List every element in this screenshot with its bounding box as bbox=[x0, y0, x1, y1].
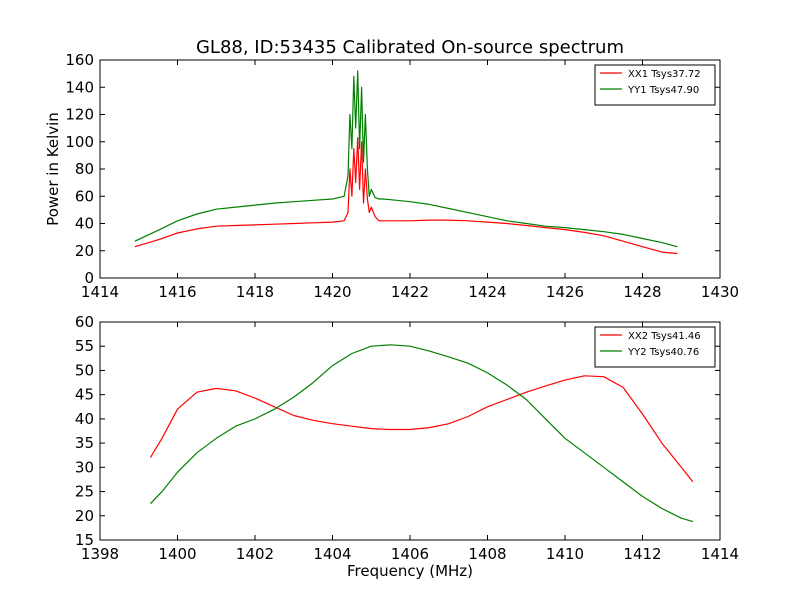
y-tick-label: 20 bbox=[75, 242, 94, 260]
x-tick-label: 1414 bbox=[701, 545, 739, 563]
y-tick-label: 35 bbox=[75, 434, 94, 452]
legend: XX1 Tsys37.72 YY1 Tsys47.90 bbox=[594, 64, 716, 106]
y-tick-label: 0 bbox=[84, 269, 94, 287]
x-tick-label: 1416 bbox=[158, 283, 196, 301]
x-tick-label: 1420 bbox=[313, 283, 351, 301]
y-tick-label: 50 bbox=[75, 361, 94, 379]
series-line-1 bbox=[134, 137, 678, 255]
y-axis-label: Power in Kelvin bbox=[44, 112, 62, 226]
x-tick-label: 1404 bbox=[313, 545, 351, 563]
x-tick-label: 1402 bbox=[236, 545, 274, 563]
x-tick-label: 1398 bbox=[81, 545, 119, 563]
y-tick-label: 140 bbox=[65, 78, 94, 96]
y-tick-label: 80 bbox=[75, 160, 94, 178]
legend-label-2: YY1 Tsys47.90 bbox=[627, 85, 699, 96]
legend-box bbox=[594, 64, 716, 106]
legend-box bbox=[594, 326, 716, 368]
x-tick-label: 1414 bbox=[81, 283, 119, 301]
plot-panel-1: 1414 1416 1418 1420 1422 1424 1426 1428 1430 0 20 4… bbox=[44, 51, 739, 301]
plot-panel-2: 1398 1400 1402 1404 1406 1408 1410 1412 1414 15 20… bbox=[75, 313, 739, 580]
y-tick-label: 40 bbox=[75, 410, 94, 428]
y-tick-label: 60 bbox=[75, 313, 94, 331]
y-tick-label: 100 bbox=[65, 133, 94, 151]
y-tick-label: 20 bbox=[75, 507, 94, 525]
x-tick-label: 1418 bbox=[236, 283, 274, 301]
x-tick-label: 1422 bbox=[391, 283, 429, 301]
y-tick-label: 40 bbox=[75, 215, 94, 233]
x-tick-label: 1424 bbox=[468, 283, 506, 301]
x-tick-label: 1406 bbox=[391, 545, 429, 563]
x-tick-label: 1400 bbox=[158, 545, 196, 563]
series-line-2 bbox=[134, 70, 678, 248]
x-tick-label: 1428 bbox=[623, 283, 661, 301]
legend-label-1: XX1 Tsys37.72 bbox=[628, 69, 701, 80]
x-tick-label: 1410 bbox=[546, 545, 584, 563]
y-tick-label: 30 bbox=[75, 458, 94, 476]
y-tick-label: 15 bbox=[75, 531, 94, 549]
x-tick-label: 1426 bbox=[546, 283, 584, 301]
legend-label-2: YY2 Tsys40.76 bbox=[627, 347, 699, 358]
chart-title: GL88, ID:53435 Calibrated On-source spec… bbox=[196, 37, 624, 58]
series-line-1 bbox=[149, 375, 694, 483]
legend: XX2 Tsys41.46 YY2 Tsys40.76 bbox=[594, 326, 716, 368]
x-tick-label: 1412 bbox=[623, 545, 661, 563]
y-tick-label: 60 bbox=[75, 187, 94, 205]
y-tick-label: 45 bbox=[75, 386, 94, 404]
legend-label-1: XX2 Tsys41.46 bbox=[628, 331, 701, 342]
x-tick-label: 1430 bbox=[701, 283, 739, 301]
y-tick-label: 160 bbox=[65, 51, 94, 69]
x-axis-label: Frequency (MHz) bbox=[347, 562, 473, 580]
y-tick-label: 55 bbox=[75, 337, 94, 355]
y-tick-label: 25 bbox=[75, 483, 94, 501]
y-tick-label: 120 bbox=[65, 106, 94, 124]
x-tick-label: 1408 bbox=[468, 545, 506, 563]
series-line-2 bbox=[149, 344, 694, 523]
